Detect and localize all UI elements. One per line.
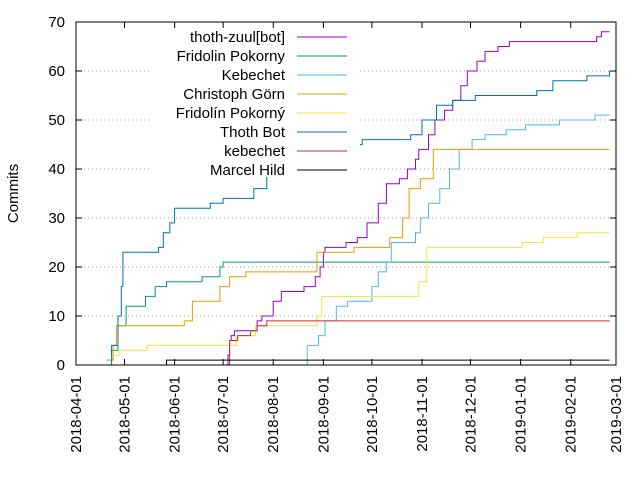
legend: thoth-zuul[bot] Fridolin Pokorny Kebechet C… [150,27,360,179]
series-line-kebechet [228,320,610,366]
series-line-christoph-gorn [106,148,610,361]
x-tick-label: 2018-10-01 [364,376,381,453]
x-tick-label: 2018-06-01 [167,376,184,453]
y-tick-label: 40 [48,161,65,178]
x-tick-label: 2018-09-01 [315,376,332,453]
legend-label: Fridolin Pokorny [177,48,286,65]
y-tick-label: 10 [48,308,65,325]
y-tick-label: 0 [57,357,65,374]
series-line-thoth-zuul-bot [226,31,610,366]
plot-frame [75,21,617,366]
x-tick-label: 2019-01-01 [513,376,530,453]
y-tick-label: 20 [48,259,65,276]
legend-label: Marcel Hild [210,162,285,179]
series-line-fridolin-pokorny [106,232,610,366]
series-line-marcel-hild [163,359,610,366]
y-axis-title: Commits [5,164,22,223]
y-tick-label: 70 [48,14,65,31]
legend-label: kebechet [224,143,286,160]
x-tick-label: 2018-12-01 [462,376,479,453]
x-tick-label: 2018-04-01 [68,376,85,453]
legend-label: Thoth Bot [220,124,286,141]
legend-background [150,27,360,177]
x-tick-label: 2019-03-01 [608,376,625,453]
y-tick-label: 50 [48,112,65,129]
x-axis-ticks: 2018-04-01 2018-05-01 2018-06-01 2018-07-01… [68,22,625,453]
x-tick-label: 2018-05-01 [117,376,134,453]
series-line-kebechet [304,114,610,366]
x-tick-label: 2018-08-01 [265,376,282,453]
legend-label: Fridolín Pokorný [176,105,286,122]
y-tick-label: 60 [48,63,65,80]
y-tick-label: 30 [48,210,65,227]
legend-label: thoth-zuul[bot] [190,29,285,46]
legend-label: Christoph Görn [183,86,285,103]
x-tick-label: 2018-07-01 [215,376,232,453]
x-tick-label: 2019-02-01 [563,376,580,453]
legend-label: Kebechet [222,67,286,84]
x-tick-label: 2018-11-01 [414,376,431,452]
y-axis-ticks: 0 10 20 30 40 50 60 70 [48,14,616,374]
